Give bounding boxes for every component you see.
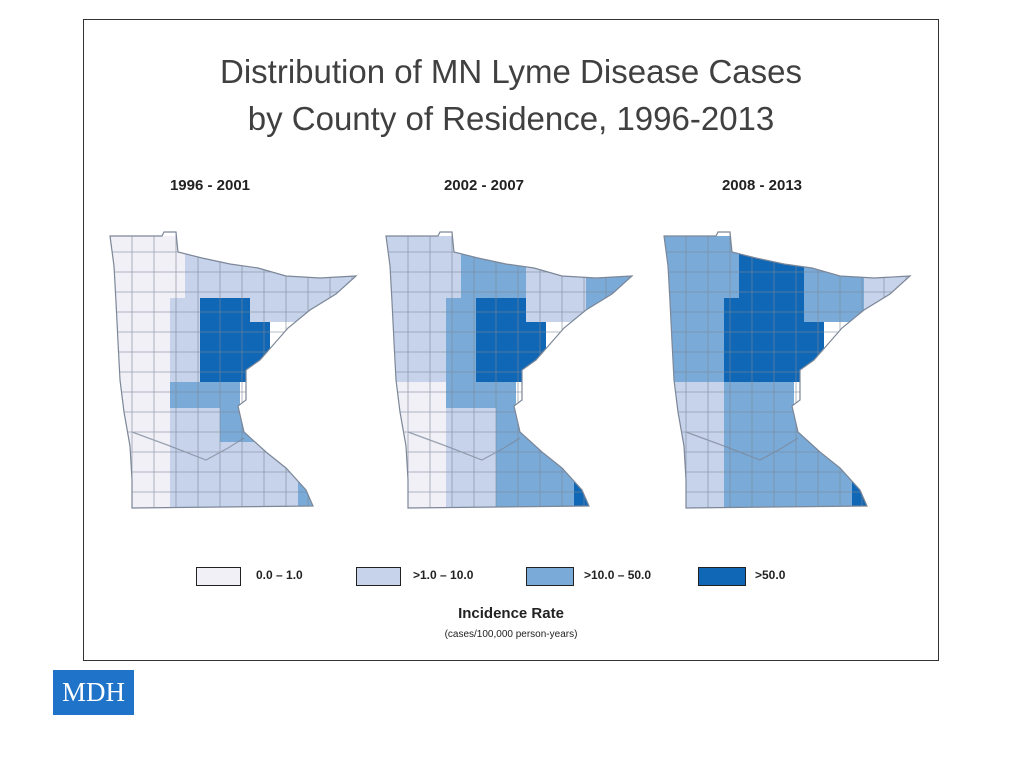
region-southwest xyxy=(386,382,446,508)
region-centermid xyxy=(724,382,794,408)
region-east xyxy=(526,322,546,380)
legend-swatch-50plus xyxy=(698,567,746,586)
state-outline xyxy=(109,231,358,509)
map-panel-2 xyxy=(385,231,634,509)
legend-label-50plus: >50.0 xyxy=(755,568,786,582)
region-east xyxy=(250,322,270,380)
panel-label-3: 2008 - 2013 xyxy=(721,177,803,194)
region-centralwest xyxy=(724,298,754,382)
region-centermid xyxy=(446,382,516,408)
state-outline xyxy=(385,231,634,509)
legend-label-1-10: >1.0 – 10.0 xyxy=(413,568,474,582)
legend-swatch-0-1 xyxy=(196,567,241,586)
region-nw xyxy=(664,236,739,298)
legend-label-10-50: >10.0 – 50.0 xyxy=(584,568,652,582)
region-centraleast xyxy=(476,298,526,382)
region-nw xyxy=(110,236,185,298)
region-southwest xyxy=(664,382,724,508)
region-centraleast xyxy=(754,298,804,382)
state-outline xyxy=(663,231,912,509)
legend-swatch-10-50 xyxy=(526,567,574,586)
figure-title-line1: Distribution of MN Lyme Disease Cases xyxy=(220,53,802,90)
maps-canvas xyxy=(109,231,912,509)
region-south xyxy=(446,408,496,508)
mdh-logo: MDH xyxy=(53,670,134,715)
region-nw xyxy=(386,236,461,298)
panel-label-2: 2002 - 2007 xyxy=(443,177,525,194)
legend-title: Incidence Rate xyxy=(458,605,564,622)
figure-title-line2: by County of Residence, 1996-2013 xyxy=(247,100,775,137)
region-centermid xyxy=(170,382,240,408)
region-south xyxy=(170,408,220,508)
region-southwest xyxy=(110,382,170,508)
map-panel-3 xyxy=(663,231,912,509)
legend-swatch-1-10 xyxy=(356,567,401,586)
region-south xyxy=(724,408,774,508)
region-centraleast xyxy=(200,298,250,382)
figure-frame: Distribution of MN Lyme Disease Cases by… xyxy=(83,19,939,661)
panel-label-1: 1996 - 2001 xyxy=(169,177,251,194)
region-east xyxy=(804,322,824,380)
legend-label-0-1: 0.0 – 1.0 xyxy=(256,568,303,582)
region-centralwest xyxy=(170,298,200,382)
region-centralwest xyxy=(446,298,476,382)
legend-subtitle: (cases/100,000 person-years) xyxy=(444,629,578,640)
map-panel-1 xyxy=(109,231,358,509)
